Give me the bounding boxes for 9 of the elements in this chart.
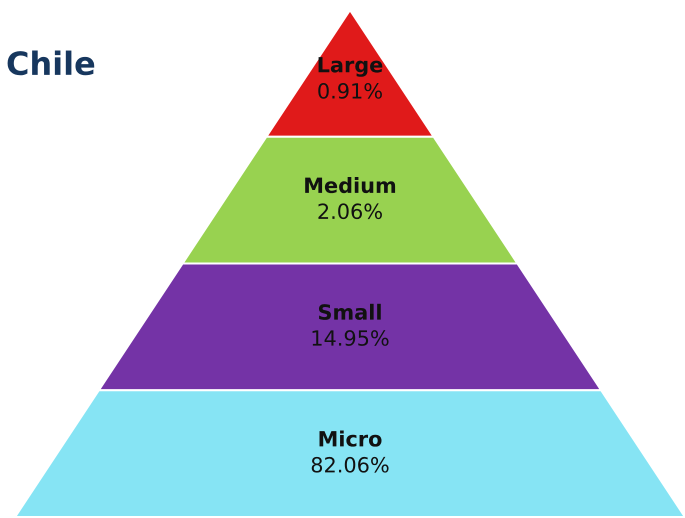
category-label: Micro xyxy=(320,430,382,447)
category-label: Small xyxy=(318,304,381,320)
category-label: Large xyxy=(318,57,382,77)
data-label: 82.06% xyxy=(312,456,389,473)
data-label: 0.91% xyxy=(318,83,382,99)
data-label: 2.06% xyxy=(318,203,382,220)
data-label: 14.95% xyxy=(312,330,389,346)
text: Chile xyxy=(8,50,94,76)
category-label: Medium xyxy=(305,177,396,194)
